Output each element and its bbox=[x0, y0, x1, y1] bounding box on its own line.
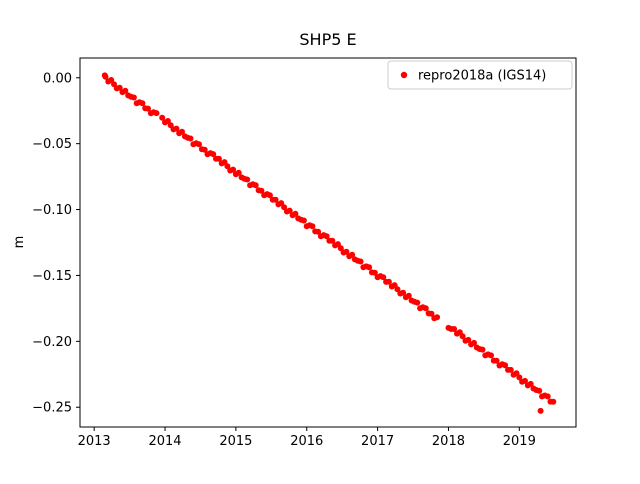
data-point bbox=[502, 362, 509, 369]
x-axis-ticks: 2013 2014 2015 2016 2017 2018 2019 bbox=[78, 427, 536, 449]
x-tick-label: 2014 bbox=[148, 434, 181, 449]
legend-marker-icon bbox=[400, 71, 408, 79]
axes-frame bbox=[79, 57, 577, 428]
data-point bbox=[493, 357, 500, 364]
data-point bbox=[465, 336, 472, 343]
x-tick-label: 2013 bbox=[78, 434, 111, 449]
y-tick-label: −0.15 bbox=[32, 269, 72, 284]
data-point bbox=[537, 407, 544, 414]
data-point bbox=[281, 204, 288, 211]
data-point bbox=[139, 100, 146, 107]
data-point bbox=[187, 135, 194, 142]
legend: repro2018a (IGS14) bbox=[387, 60, 573, 90]
data-point bbox=[201, 146, 208, 153]
data-point bbox=[210, 151, 217, 158]
y-tick-label: −0.20 bbox=[32, 335, 72, 350]
data-point bbox=[292, 210, 299, 217]
data-point bbox=[371, 269, 378, 276]
data-point bbox=[145, 105, 151, 112]
data-point bbox=[244, 176, 251, 183]
data-point bbox=[349, 251, 356, 258]
y-tick-label: 0.00 bbox=[43, 71, 72, 86]
data-point bbox=[116, 84, 123, 91]
data-point bbox=[286, 207, 293, 214]
data-point bbox=[215, 155, 222, 162]
data-point bbox=[258, 187, 265, 194]
data-point bbox=[224, 163, 231, 170]
data-point bbox=[159, 114, 166, 121]
data-point bbox=[230, 166, 237, 173]
x-tick-label: 2017 bbox=[361, 434, 394, 449]
data-point bbox=[300, 217, 307, 224]
data-point bbox=[122, 87, 129, 94]
data-point bbox=[522, 377, 528, 384]
y-tick-label: −0.25 bbox=[32, 401, 72, 416]
y-axis-ticks: 0.00 −0.05 −0.10 −0.15 −0.20 −0.25 bbox=[32, 71, 80, 416]
chart-title: SHP5 E bbox=[299, 30, 356, 49]
data-point bbox=[385, 278, 392, 285]
data-point bbox=[536, 387, 543, 394]
data-point bbox=[309, 223, 316, 230]
data-point bbox=[459, 333, 466, 340]
data-point bbox=[315, 228, 322, 235]
data-point bbox=[380, 274, 387, 281]
y-axis-label: m bbox=[12, 236, 27, 249]
data-point bbox=[196, 141, 202, 148]
data-point bbox=[550, 398, 557, 405]
x-tick-label: 2015 bbox=[219, 434, 252, 449]
data-point bbox=[272, 196, 279, 203]
data-point bbox=[153, 110, 160, 117]
data-point bbox=[451, 326, 458, 332]
data-point bbox=[400, 289, 407, 296]
data-point bbox=[179, 128, 185, 135]
data-point bbox=[235, 169, 242, 176]
legend-box bbox=[387, 60, 573, 90]
data-point bbox=[516, 374, 523, 381]
x-tick-label: 2018 bbox=[432, 434, 465, 449]
y-tick-label: −0.05 bbox=[32, 137, 72, 152]
data-point bbox=[527, 380, 534, 387]
data-point bbox=[471, 339, 477, 346]
data-point bbox=[479, 346, 486, 353]
legend-label: repro2018a (IGS14) bbox=[418, 69, 546, 84]
data-point bbox=[252, 182, 259, 189]
y-tick-label: −0.10 bbox=[32, 203, 72, 218]
data-point bbox=[507, 366, 514, 373]
data-point bbox=[488, 352, 494, 359]
data-point bbox=[357, 258, 364, 265]
data-point bbox=[414, 299, 421, 306]
x-tick-label: 2019 bbox=[503, 434, 536, 449]
data-point bbox=[394, 286, 401, 293]
data-point bbox=[329, 237, 336, 244]
data-point bbox=[173, 125, 180, 132]
data-point bbox=[405, 292, 412, 299]
data-point bbox=[428, 310, 435, 317]
data-point bbox=[366, 264, 373, 271]
data-point bbox=[323, 233, 330, 240]
data-point bbox=[334, 241, 341, 248]
data-point bbox=[422, 305, 429, 312]
data-point bbox=[130, 94, 137, 101]
data-point bbox=[266, 192, 273, 199]
x-tick-label: 2016 bbox=[290, 434, 323, 449]
data-point bbox=[343, 248, 350, 255]
data-point bbox=[434, 314, 441, 321]
data-point bbox=[102, 73, 109, 80]
scatter-series bbox=[101, 72, 557, 414]
data-point bbox=[544, 393, 551, 400]
